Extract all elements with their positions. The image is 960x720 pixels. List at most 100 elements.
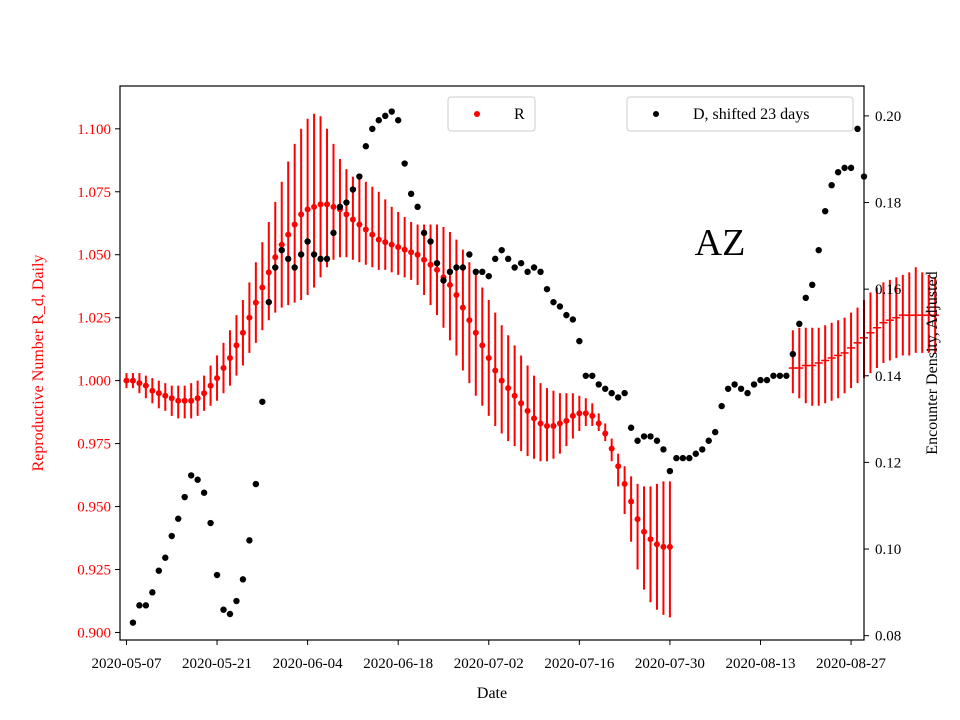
d-point — [472, 268, 480, 276]
r-point — [246, 314, 253, 321]
r-point — [531, 415, 538, 422]
d-point — [796, 320, 803, 327]
d-point — [291, 264, 298, 271]
d-point — [414, 203, 421, 211]
legend-d-marker — [653, 111, 659, 117]
legend-r-label: R — [514, 106, 525, 123]
r-series-2 — [788, 267, 940, 406]
y-left-axis-label: Reproductive Number R_d, Daily — [30, 255, 47, 472]
d-point — [543, 285, 551, 293]
d-point — [479, 268, 486, 276]
d-point — [666, 467, 674, 475]
r-point — [492, 367, 499, 374]
x-axis-label: Date — [477, 685, 507, 702]
d-point — [634, 437, 641, 444]
legend-d: D, shifted 23 days — [626, 96, 854, 132]
d-point — [563, 311, 570, 319]
r-point — [485, 354, 492, 361]
d-point — [407, 190, 415, 198]
d-point — [621, 389, 628, 397]
r-point — [155, 390, 162, 397]
r-point — [272, 254, 279, 261]
d-point — [627, 424, 635, 431]
y-left-tick-label: 1.025 — [77, 311, 111, 327]
d-point — [181, 493, 188, 501]
r-point — [324, 201, 331, 208]
d-point — [653, 437, 661, 444]
r-point — [615, 463, 622, 470]
d-point — [828, 181, 835, 189]
d-point — [582, 372, 590, 379]
d-point — [750, 381, 758, 388]
legend-r: R — [447, 96, 536, 132]
d-point — [504, 255, 512, 263]
r-point — [142, 382, 149, 389]
r-point — [201, 390, 208, 397]
r-point — [556, 420, 563, 427]
y-right-tick-label: 0.14 — [875, 369, 902, 385]
state-annotation: AZ — [695, 222, 746, 264]
d-point — [498, 246, 505, 254]
r-point — [666, 543, 673, 550]
d-point — [602, 385, 609, 392]
r-point — [162, 392, 169, 399]
r-point — [226, 354, 233, 361]
x-tick-label: 2020-07-30 — [635, 656, 705, 672]
d-point — [272, 264, 279, 271]
r-point — [239, 329, 246, 336]
d-point — [757, 376, 764, 384]
d-point — [252, 480, 260, 488]
d-point — [259, 398, 266, 405]
r-point — [414, 251, 421, 258]
d-series — [129, 108, 868, 626]
d-point — [155, 567, 163, 574]
y-left-tick-label: 1.075 — [77, 185, 111, 201]
r-point — [434, 266, 441, 273]
d-point — [142, 602, 150, 609]
d-point — [640, 433, 648, 440]
d-point — [375, 117, 382, 124]
d-point — [809, 281, 816, 289]
d-point — [783, 372, 790, 379]
r-point — [349, 216, 356, 223]
r-point — [472, 329, 479, 336]
d-point — [841, 164, 848, 172]
r-point — [608, 445, 615, 452]
r-point — [408, 249, 415, 256]
d-point — [724, 385, 732, 392]
r-point — [188, 397, 195, 404]
r-point — [388, 241, 395, 248]
d-point — [343, 199, 350, 206]
d-point — [427, 238, 434, 245]
d-point — [614, 394, 622, 401]
d-point — [576, 337, 583, 345]
r-point — [123, 377, 130, 384]
d-point — [362, 143, 370, 150]
y-right-tick-label: 0.08 — [875, 629, 901, 645]
d-point — [802, 294, 809, 302]
x-tick-label: 2020-08-27 — [816, 656, 886, 672]
d-point — [330, 229, 337, 237]
d-point — [401, 160, 408, 167]
d-point — [815, 246, 822, 254]
r-series-1 — [123, 113, 673, 618]
y-left-tick-label: 1.100 — [77, 122, 111, 138]
r-point — [356, 221, 363, 228]
r-point — [311, 203, 318, 210]
y-right-tick-label: 0.18 — [875, 196, 901, 212]
d-point — [485, 272, 492, 280]
d-point — [265, 298, 272, 306]
plot-area — [123, 108, 940, 626]
d-point — [492, 255, 499, 263]
d-point — [686, 454, 693, 462]
d-point — [589, 372, 596, 379]
d-point — [453, 264, 460, 271]
d-point — [388, 108, 395, 115]
r-point — [628, 498, 635, 505]
r-point — [421, 256, 428, 263]
r-point — [569, 412, 576, 419]
x-tick-label: 2020-06-04 — [273, 656, 343, 672]
d-point — [699, 446, 706, 453]
r-point — [317, 201, 324, 208]
